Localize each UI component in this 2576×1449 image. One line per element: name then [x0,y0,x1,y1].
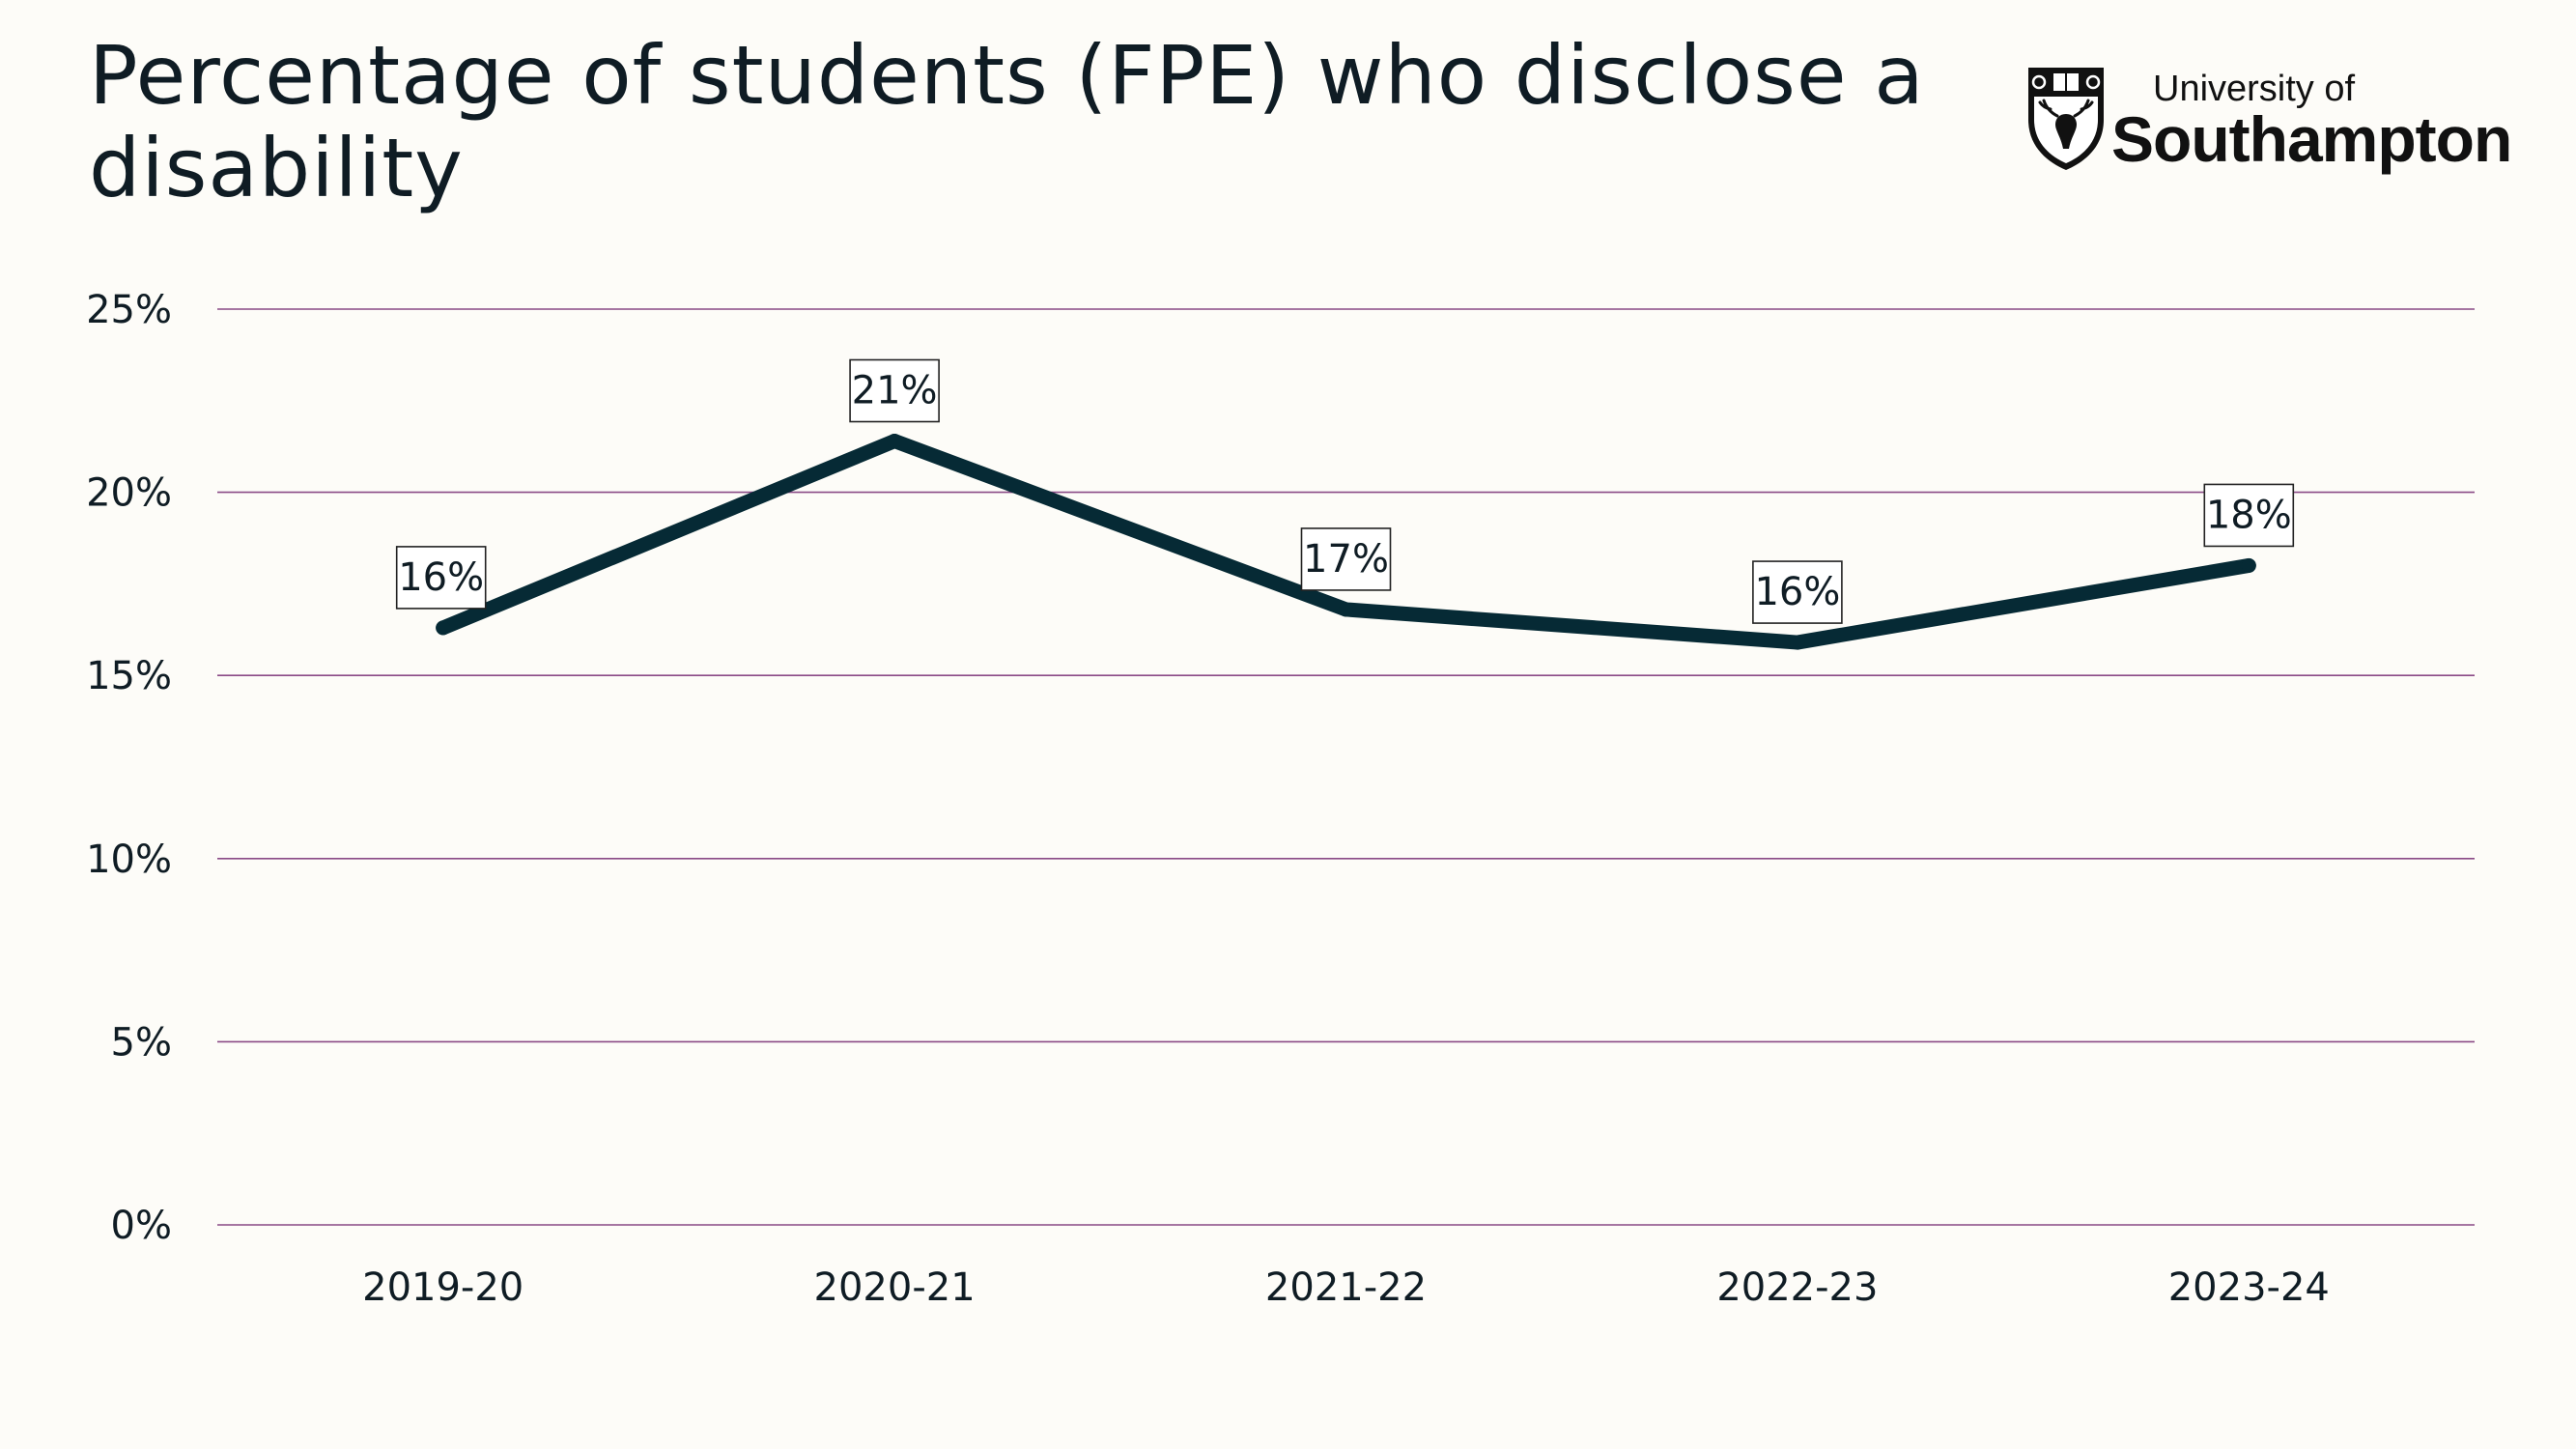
logo-text-southampton: Southampton [2111,103,2512,175]
data-label-box [2203,483,2295,548]
data-label-text: 16% [1754,570,1840,614]
x-tick-label: 2019-20 [362,1265,524,1310]
data-label: 18% [2203,483,2295,548]
data-point [1790,635,1805,650]
data-label: 21% [849,358,940,423]
data-label-text: 17% [1303,537,1389,582]
y-tick-label: 0% [111,1204,172,1248]
data-label-text: 21% [852,369,938,413]
series-line-layer [436,434,2256,650]
x-tick-label: 2021-22 [1265,1265,1427,1310]
data-label-box [1300,527,1392,591]
y-tick-label: 20% [86,471,172,516]
data-point [1339,602,1353,617]
y-tick-label: 25% [86,288,172,332]
x-axis-tick-labels: 2019-20 2020-21 2021-22 2022-23 2023-24 [362,1265,2330,1310]
y-tick-label: 5% [111,1020,172,1065]
chart-title: Percentage of students (FPE) who disclos… [89,28,1925,215]
data-labels: 16% 21% 17% 16% 18% [395,358,2295,624]
y-tick-label: 15% [86,654,172,698]
data-label-text: 16% [398,555,484,600]
data-point [436,620,451,636]
x-tick-label: 2023-24 [2168,1265,2330,1310]
shield-stag-icon [2028,68,2104,170]
university-logo: University of Southampton [2024,64,2527,180]
data-label: 17% [1300,527,1392,591]
data-label: 16% [395,546,487,610]
gridlines [217,308,2475,1226]
data-label: 16% [1752,560,1843,624]
x-tick-label: 2022-23 [1716,1265,1878,1310]
data-label-text: 18% [2206,493,2292,537]
data-point [887,434,902,449]
y-axis-tick-labels: 0% 5% 10% 15% 20% 25% [86,288,172,1248]
x-tick-label: 2020-21 [814,1265,976,1310]
data-label-box [1752,560,1843,624]
data-label-box [395,546,487,610]
logo-text-university-of: University of [2153,69,2356,109]
data-label-box [849,358,940,423]
data-point [2241,557,2256,573]
y-tick-label: 10% [86,838,172,882]
